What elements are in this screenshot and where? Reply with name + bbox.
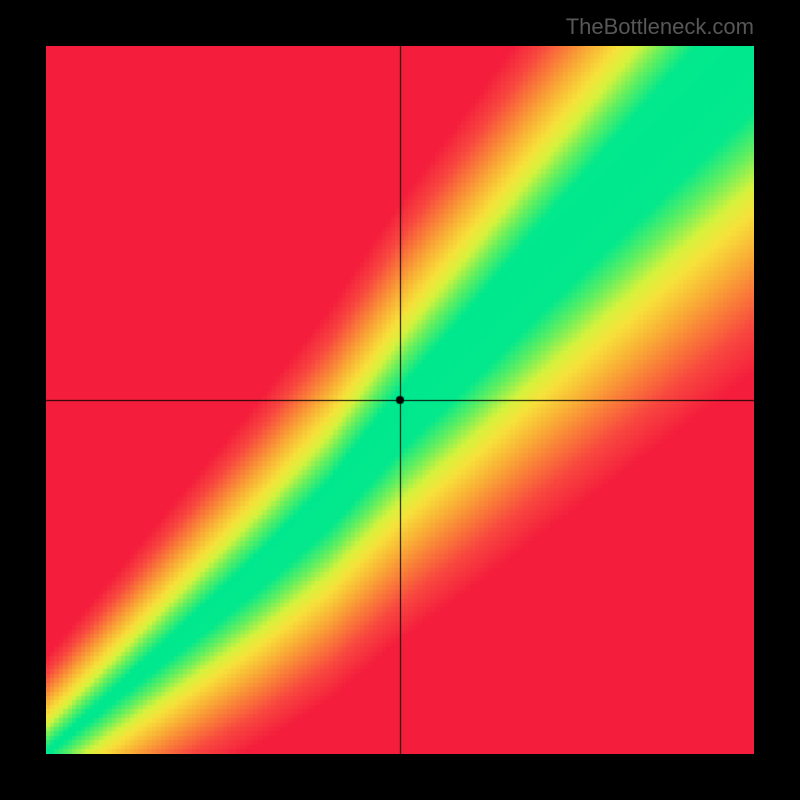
chart-container: TheBottleneck.com [0,0,800,800]
watermark-text: TheBottleneck.com [566,14,754,40]
bottleneck-heatmap [46,46,754,754]
